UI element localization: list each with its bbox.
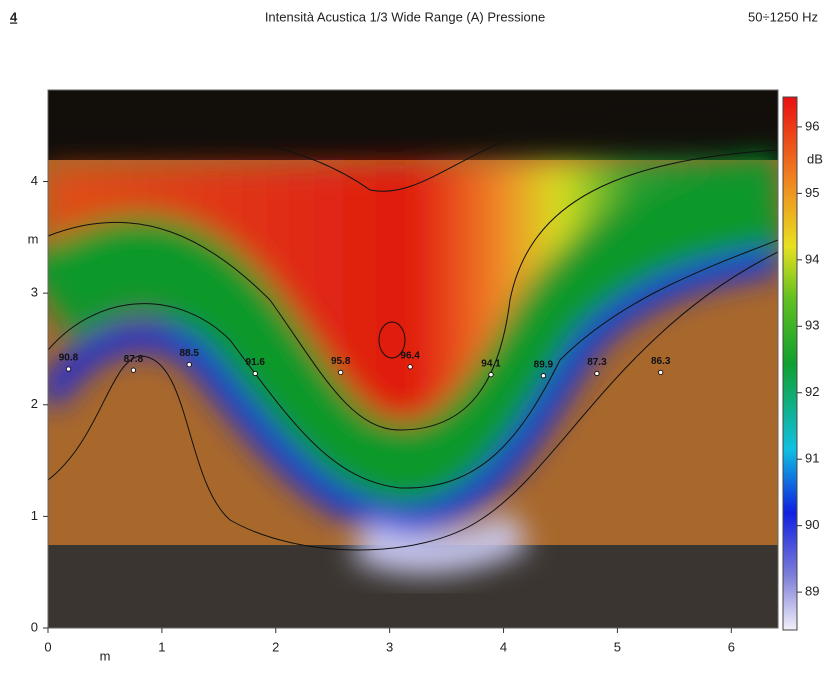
y-axis-label: m: [28, 231, 39, 246]
point-label: 86.3: [651, 356, 671, 367]
point-label: 94.1: [481, 358, 501, 369]
point-label: 87.8: [124, 354, 144, 365]
point-label: 95.8: [331, 356, 351, 367]
y-tick-label: 0: [31, 619, 38, 634]
measurement-point: [489, 372, 493, 376]
y-tick-label: 1: [31, 508, 38, 523]
y-tick-label: 3: [31, 285, 38, 300]
point-label: 91.6: [246, 357, 266, 368]
x-tick-label: 1: [158, 639, 165, 654]
point-label: 87.3: [587, 357, 607, 368]
colorbar-tick-label: 90: [805, 517, 819, 532]
measurement-point: [253, 371, 257, 375]
x-axis-label: m: [100, 648, 111, 663]
measurement-point: [66, 367, 70, 371]
measurement-point: [187, 362, 191, 366]
sound-map: 4 Intensità Acustica 1/3 Wide Range (A) …: [0, 0, 825, 670]
y-tick-label: 2: [31, 396, 38, 411]
colorbar: [783, 97, 797, 630]
y-tick-label: 4: [31, 173, 38, 188]
colorbar-tick-label: 96: [805, 118, 819, 133]
colorbar-tick-label: 95: [805, 185, 819, 200]
x-tick-label: 6: [728, 639, 735, 654]
colorbar-tick-label: 89: [805, 584, 819, 599]
colorbar-tick-label: 94: [805, 251, 819, 266]
point-label: 90.8: [59, 353, 79, 364]
measurement-point: [595, 371, 599, 375]
point-label: 89.9: [534, 359, 554, 370]
measurement-point: [541, 374, 545, 378]
x-tick-label: 4: [500, 639, 507, 654]
x-tick-label: 0: [44, 639, 51, 654]
measurement-point: [658, 370, 662, 374]
point-label: 96.4: [400, 350, 420, 361]
frequency-band: 50÷1250 Hz: [748, 9, 818, 24]
x-tick-label: 2: [272, 639, 279, 654]
title: Intensità Acustica 1/3 Wide Range (A) Pr…: [265, 9, 545, 24]
colorbar-label: dB: [807, 151, 823, 166]
x-tick-label: 3: [386, 639, 393, 654]
page-number: 4: [10, 9, 18, 24]
colorbar-tick-label: 93: [805, 318, 819, 333]
colorbar-tick-label: 91: [805, 451, 819, 466]
x-tick-label: 5: [614, 639, 621, 654]
measurement-point: [408, 365, 412, 369]
measurement-point: [338, 370, 342, 374]
colorbar-tick-label: 92: [805, 384, 819, 399]
point-label: 88.5: [179, 348, 199, 359]
measurement-point: [131, 368, 135, 372]
